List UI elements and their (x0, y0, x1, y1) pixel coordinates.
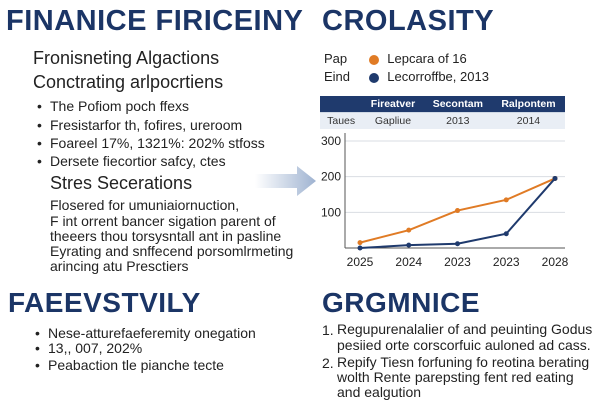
table-row: Taues Gapliue 2013 2014 (320, 112, 565, 129)
data-point (406, 227, 412, 233)
line-chart: 100 200 300 2025 2024 2023 2023 2028 (321, 133, 569, 269)
left-subtitle-2: Conctrating arlpocrtiens (33, 72, 224, 92)
table-header: Fireatver (362, 96, 424, 113)
section-paragraph-line: theeers thou torsysntall ant in pasline (50, 228, 282, 244)
list-item-line: pesiied orte corscorfuic auloned ad cass… (337, 337, 591, 353)
left-title: FINANICE FIRICEINY (6, 5, 304, 37)
table-header: Ralpontem (491, 96, 565, 113)
left-bottom-bullet: Nese-atturefaeferemity onegation (35, 324, 256, 342)
legend-key: Eind (324, 69, 351, 84)
left-bullet: Dersete fiecortior safcy, ctes (37, 152, 226, 170)
summary-table: Fireatver Secontam Ralpontem Taues Gapli… (320, 96, 565, 129)
right-title: CROLASITY (322, 5, 495, 37)
x-tick-label: 2025 (347, 255, 374, 269)
list-number: 1. (322, 322, 334, 338)
legend-swatch-icon (368, 72, 379, 83)
legend-label: Lecorroffbe, 2013 (387, 69, 489, 84)
x-tick-label: 2024 (395, 255, 422, 269)
x-tick-label: 2023 (444, 255, 471, 269)
table-cell: Gapliue (362, 112, 424, 129)
legend-key: Pap (324, 51, 348, 66)
data-point (552, 175, 558, 181)
legend-item: Eind Lecorroffbe, 2013 (324, 69, 489, 84)
left-bottom-bullet: Peabaction tle pianche tecte (35, 356, 224, 374)
list-item-line: and ealgution (337, 384, 422, 400)
right-bottom-title: GRGMNICE (322, 287, 480, 318)
list-item-line: Regupurenalalier of and peuinting Godus (337, 321, 593, 337)
section-paragraph-line: F int orrent bancer sigation parent of (50, 213, 276, 229)
list-number: 2. (322, 355, 334, 371)
left-bullet: The Pofiom poch ffexs (37, 97, 189, 115)
legend-item: Pap Lepcara of 16 (324, 51, 467, 66)
table-cell: 2013 (423, 112, 492, 129)
section-heading: Stres Secerations (50, 173, 193, 193)
table-cell: 2014 (491, 112, 565, 129)
left-bullet: Foareel 17%, 1321%: 202% stfoss (37, 134, 265, 152)
y-tick-label: 300 (321, 134, 341, 148)
data-point (357, 240, 363, 246)
data-point (503, 197, 509, 203)
table-header (320, 96, 363, 113)
data-point (503, 231, 509, 237)
data-point (357, 245, 363, 251)
x-tick-label: 2028 (542, 255, 569, 269)
y-tick-label: 200 (321, 170, 341, 184)
data-point (406, 242, 412, 248)
section-paragraph-line: arincing atu Presctiers (50, 258, 189, 274)
section-paragraph-line: Eyrating and snffecend porsomlrmeting (50, 243, 294, 259)
table-header: Secontam (423, 96, 492, 113)
section-paragraph-line: Flosered for umuniaiornuction, (50, 197, 240, 213)
y-tick-label: 100 (321, 205, 341, 219)
list-item-line: Repify Tiesn forfuning fo reotina berati… (337, 354, 590, 370)
legend-swatch-icon (368, 54, 379, 65)
x-tick-label: 2023 (493, 255, 520, 269)
table-cell: Taues (320, 112, 363, 129)
left-subtitle-1: Fronisneting Algactions (33, 48, 220, 68)
table-header-row: Fireatver Secontam Ralpontem (320, 96, 565, 113)
arrow-right-icon (255, 166, 316, 196)
left-bottom-bullet-continuation: 13,, 007, 202% (35, 339, 142, 357)
list-item-line: wolth Rente parepsting fent red eating (337, 369, 574, 385)
data-point (455, 241, 460, 247)
left-bullet: Fresistarfor th, fofires, ureroom (37, 116, 242, 134)
left-bottom-title: FAEEVSTVILY (8, 287, 201, 318)
data-point (455, 208, 460, 214)
series-line (359, 177, 556, 249)
legend-label: Lepcara of 16 (387, 51, 467, 66)
